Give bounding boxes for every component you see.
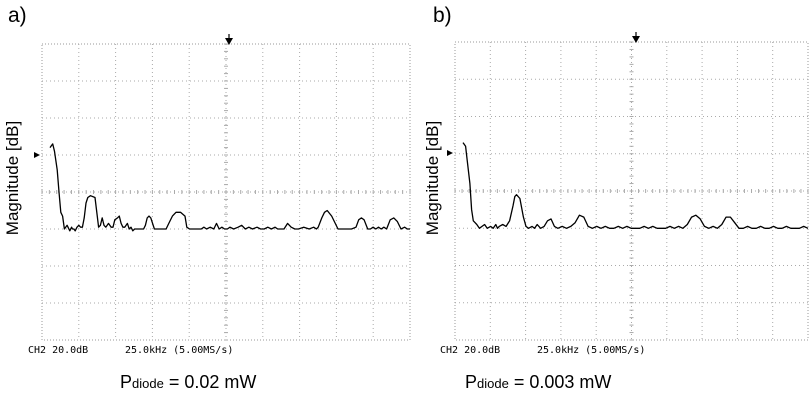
- timebase-b: 25.0kHz (5.00MS/s): [537, 345, 646, 356]
- grid-a: [41, 43, 411, 341]
- panel-label-a: a): [8, 4, 27, 27]
- caption-a-main: P: [120, 372, 133, 392]
- channel-scale-b: CH2 20.0dB: [440, 345, 501, 356]
- trigger-marker-b: [632, 36, 640, 43]
- caption-a-rest: = 0.02 mW: [163, 372, 257, 392]
- caption-a-sub: diode: [132, 376, 164, 391]
- channel-scale-a: CH2 20.0dB: [28, 345, 89, 356]
- scope-plot-a: [34, 34, 411, 341]
- grid-b: [454, 41, 809, 341]
- trace-line-a: [49, 143, 410, 232]
- caption-b: Pdiode = 0.003 mW: [465, 372, 611, 393]
- caption-b-main: P: [465, 372, 478, 392]
- scope-plot-b: [447, 32, 809, 341]
- trace-line-b: [462, 142, 809, 229]
- caption-b-rest: = 0.003 mW: [508, 372, 612, 392]
- chart-panel-b: b) Magnitude [dB] CH2 20.0dB 25.0kHz (5.…: [405, 0, 810, 398]
- timebase-a: 25.0kHz (5.00MS/s): [125, 345, 234, 356]
- channel-marker-b: [447, 150, 453, 156]
- channel-marker-a: [34, 152, 40, 158]
- trigger-marker-a: [225, 38, 233, 45]
- caption-a: Pdiode = 0.02 mW: [120, 372, 256, 393]
- panel-label-b: b): [433, 4, 452, 27]
- chart-panel-a: a) Magnitude [dB] CH2 20.0dB 25.0kHz (5.…: [3, 4, 411, 393]
- caption-b-sub: diode: [477, 376, 509, 391]
